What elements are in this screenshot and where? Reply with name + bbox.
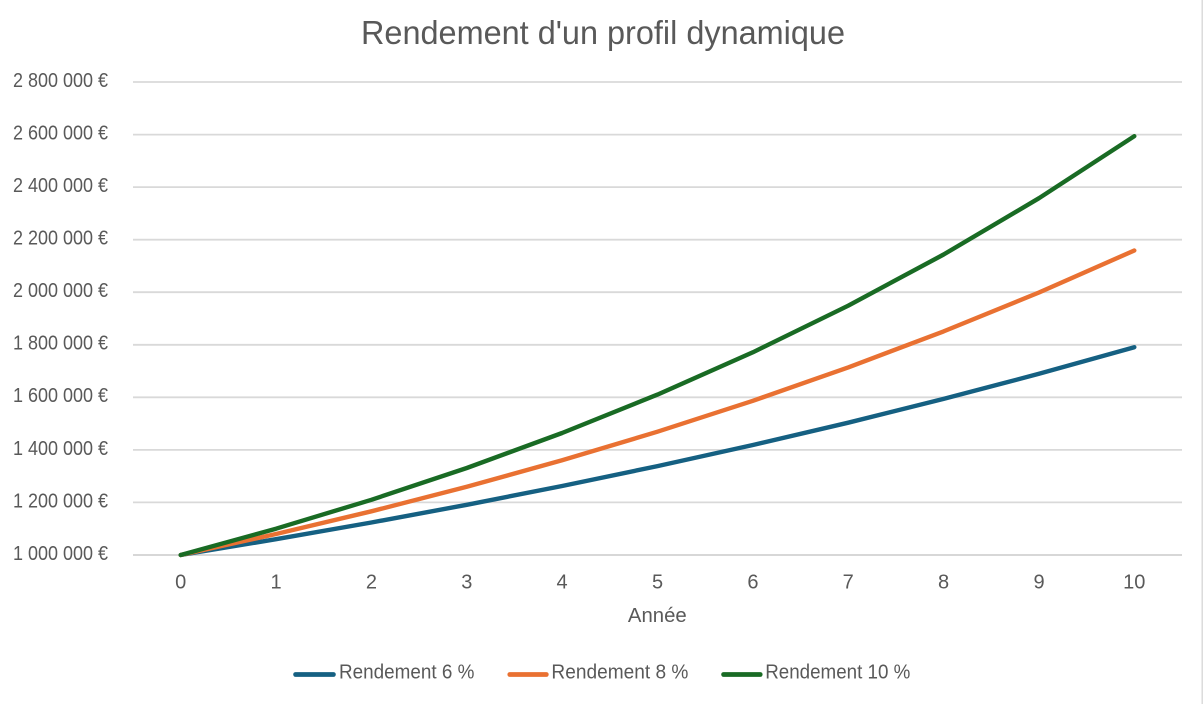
svg-text:1 800 000 €: 1 800 000 € bbox=[13, 333, 108, 355]
svg-text:1 200 000 €: 1 200 000 € bbox=[13, 490, 108, 512]
svg-text:2 200 000 €: 2 200 000 € bbox=[13, 228, 108, 250]
svg-text:Rendement 10 %: Rendement 10 % bbox=[765, 662, 910, 684]
svg-text:1 600 000 €: 1 600 000 € bbox=[13, 385, 108, 407]
svg-text:0: 0 bbox=[175, 572, 186, 594]
svg-text:2 400 000 €: 2 400 000 € bbox=[13, 175, 108, 197]
svg-text:8: 8 bbox=[938, 572, 949, 594]
svg-text:Rendement d'un profil dynamiqu: Rendement d'un profil dynamique bbox=[361, 14, 845, 51]
svg-text:2 800 000 €: 2 800 000 € bbox=[13, 70, 108, 92]
svg-text:1: 1 bbox=[270, 572, 281, 594]
svg-text:2 000 000 €: 2 000 000 € bbox=[13, 280, 108, 302]
svg-text:7: 7 bbox=[843, 572, 854, 594]
svg-text:6: 6 bbox=[747, 572, 758, 594]
svg-text:1 000 000 €: 1 000 000 € bbox=[13, 543, 108, 565]
svg-text:Année: Année bbox=[628, 604, 687, 627]
svg-text:10: 10 bbox=[1123, 572, 1145, 594]
svg-text:4: 4 bbox=[557, 572, 568, 594]
svg-text:1 400 000 €: 1 400 000 € bbox=[13, 438, 108, 460]
svg-text:Rendement 6 %: Rendement 6 % bbox=[339, 662, 475, 684]
svg-text:Rendement 8 %: Rendement 8 % bbox=[551, 662, 688, 684]
svg-text:5: 5 bbox=[652, 572, 663, 594]
svg-text:3: 3 bbox=[461, 572, 472, 594]
svg-text:9: 9 bbox=[1033, 572, 1044, 594]
svg-text:2 600 000 €: 2 600 000 € bbox=[13, 123, 108, 145]
svg-text:2: 2 bbox=[366, 572, 377, 594]
